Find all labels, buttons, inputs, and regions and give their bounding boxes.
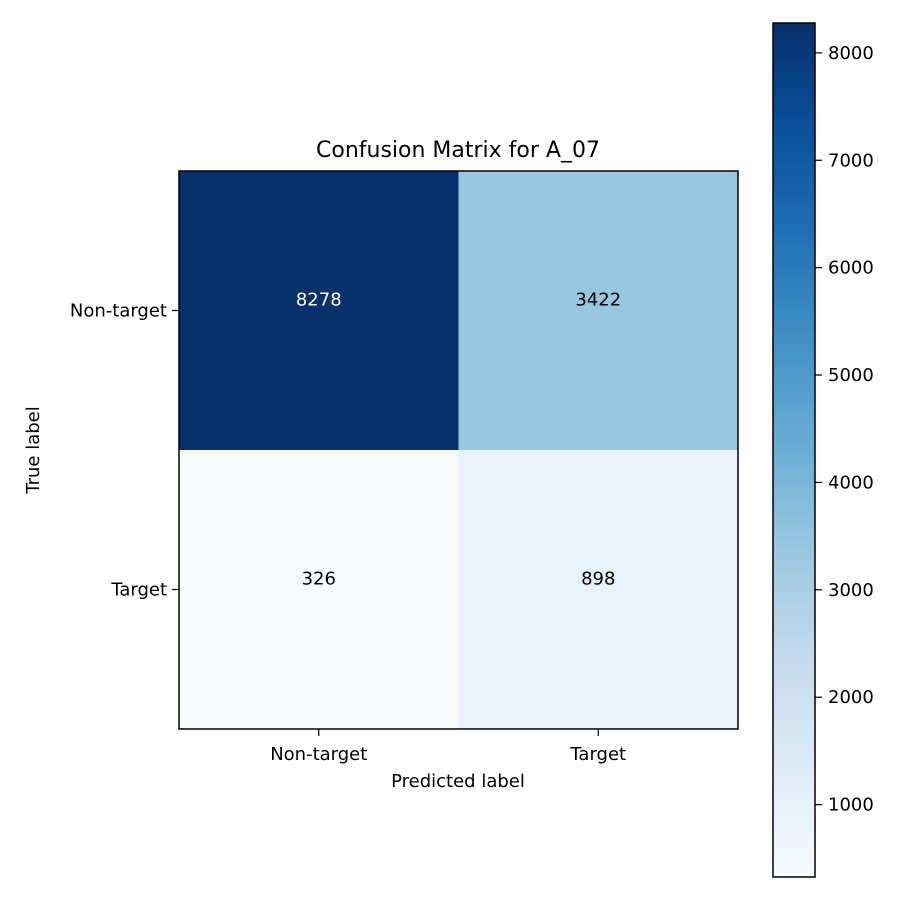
x-tick-label: Target [569, 744, 626, 765]
colorbar [772, 22, 816, 878]
colorbar-tick-label: 7000 [828, 150, 874, 171]
heatmap-cell [179, 171, 459, 451]
colorbar-ticks: 1000 2000 3000 4000 5000 6000 7000 8000 [815, 43, 874, 816]
heatmap-cell [179, 450, 459, 730]
colorbar-tick-label: 5000 [828, 365, 874, 386]
cell-value-label: 3422 [575, 290, 621, 311]
colorbar-tick-label: 2000 [828, 687, 874, 708]
y-axis-ticks: Non-target Target [70, 301, 179, 601]
heatmap-cell [458, 450, 739, 730]
x-axis-label: Predicted label [391, 771, 525, 792]
plot-frame [178, 170, 739, 730]
cell-value-label: 8278 [296, 290, 342, 311]
cell-value-labels: 8278 3422 326 898 [296, 290, 621, 590]
cell-value-label: 326 [302, 569, 336, 590]
colorbar-tick-label: 6000 [828, 258, 874, 279]
colorbar-tick-label: 3000 [828, 580, 874, 601]
x-tick-label: Non-target [270, 744, 367, 765]
colorbar-tick-label: 4000 [828, 472, 874, 493]
colorbar-tick-label: 1000 [828, 795, 874, 816]
chart-title: Confusion Matrix for A_07 [316, 138, 600, 163]
y-tick-label: Target [110, 580, 167, 601]
colorbar-tick-label: 8000 [828, 43, 874, 64]
y-axis-label: True label [23, 406, 44, 495]
x-axis-ticks: Non-target Target [270, 729, 626, 765]
heatmap-cell [458, 171, 739, 451]
heatmap-cells [179, 171, 739, 730]
y-tick-label: Non-target [70, 301, 167, 322]
cell-value-label: 898 [581, 569, 615, 590]
